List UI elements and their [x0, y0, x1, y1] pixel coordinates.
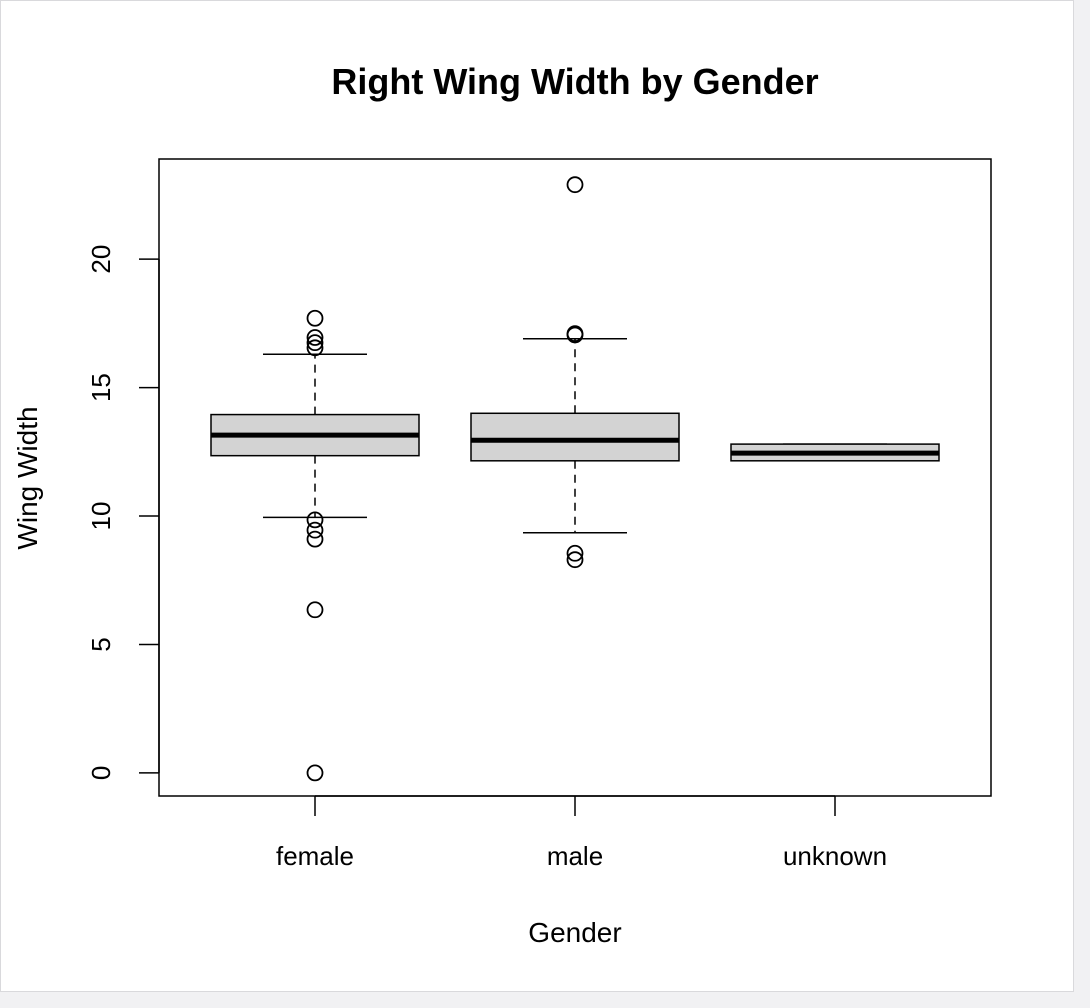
- boxes-layer: [210, 176, 940, 782]
- y-tick-label-5: 5: [86, 637, 116, 651]
- box-group-male: [470, 176, 680, 569]
- plot-frame: [0, 0, 1074, 992]
- outlier-male-2: [566, 326, 584, 344]
- outlier-female-8: [306, 764, 324, 782]
- chart-title: Right Wing Width by Gender: [331, 61, 818, 102]
- x-tick-label-male: male: [547, 841, 603, 871]
- x-axis: female male unknown: [276, 795, 887, 871]
- y-axis: 0 5 10 15 20: [86, 245, 160, 780]
- box-group-unknown: [730, 443, 940, 462]
- y-tick-label-0: 0: [86, 766, 116, 780]
- x-tick-label-unknown: unknown: [783, 841, 887, 871]
- y-tick-label-10: 10: [86, 502, 116, 531]
- x-axis-label: Gender: [528, 917, 621, 948]
- outlier-female-7: [306, 601, 324, 619]
- outlier-female-6: [306, 530, 324, 548]
- outlier-male-0: [566, 176, 584, 194]
- outlier-female-5: [306, 521, 324, 539]
- outlier-male-4: [566, 551, 584, 569]
- box-male: [470, 412, 680, 462]
- outlier-male-3: [566, 544, 584, 562]
- x-tick-label-female: female: [276, 841, 354, 871]
- outlier-female-4: [306, 511, 324, 529]
- y-axis-label: Wing Width: [12, 406, 43, 549]
- outlier-female-0: [306, 309, 324, 327]
- outlier-female-1: [306, 329, 324, 346]
- box-group-female: [210, 309, 420, 782]
- outlier-female-3: [306, 339, 324, 357]
- outlier-female-2: [306, 334, 324, 352]
- y-tick-label-20: 20: [86, 245, 116, 274]
- y-tick-label-15: 15: [86, 373, 116, 402]
